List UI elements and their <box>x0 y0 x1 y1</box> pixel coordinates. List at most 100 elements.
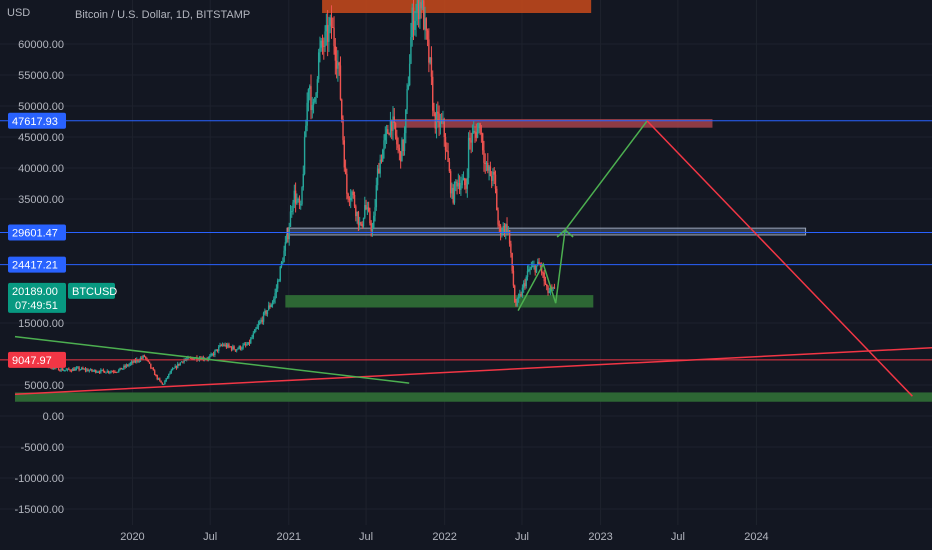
candle-body <box>401 139 403 162</box>
candle-body <box>180 361 183 363</box>
candle-body <box>516 298 518 306</box>
candle-body <box>529 268 531 270</box>
trendline[interactable] <box>14 347 932 396</box>
candle-body <box>339 65 342 100</box>
candle-body <box>283 250 285 263</box>
candle-body <box>530 267 533 269</box>
candle-body <box>119 367 121 370</box>
candle-body <box>310 86 312 111</box>
candle-body <box>385 129 388 134</box>
candle-body <box>52 367 55 369</box>
trendlines[interactable] <box>14 120 932 397</box>
candle-body <box>80 367 83 370</box>
horizontal-levels <box>0 120 932 361</box>
candle-body <box>79 369 82 371</box>
candle-body <box>324 31 326 47</box>
candle-body <box>189 357 192 359</box>
candle-body <box>548 291 551 293</box>
candle-body <box>77 367 79 369</box>
candle-body <box>166 377 169 379</box>
candle-body <box>307 89 310 103</box>
candle-body <box>212 353 215 356</box>
currency-label: USD <box>7 7 30 19</box>
candle-body <box>520 294 522 296</box>
candle-body <box>438 113 440 128</box>
y-tick-label: 40000.00 <box>18 163 64 175</box>
candle-body <box>507 230 510 233</box>
candle-body <box>62 370 65 372</box>
candle-body <box>279 266 281 281</box>
candle-body <box>467 137 470 178</box>
candle-body <box>229 346 231 348</box>
candle-body <box>505 224 507 234</box>
zone-support <box>285 295 594 308</box>
trendline[interactable] <box>14 335 410 384</box>
candle-body <box>469 137 471 141</box>
candle-body <box>428 39 430 63</box>
candle-body <box>105 372 107 374</box>
candle-body <box>394 123 397 136</box>
candle-body <box>155 375 157 377</box>
y-tick-label: 0.00 <box>43 411 64 423</box>
candle-body <box>73 368 75 371</box>
candle-body <box>361 224 363 227</box>
candle-body <box>498 224 501 226</box>
candle-body <box>343 140 345 168</box>
candle-body <box>480 132 483 134</box>
candle-body <box>341 99 343 119</box>
candle-body <box>417 0 420 20</box>
candle-body <box>61 368 64 371</box>
symbol-tag-bg <box>68 282 115 299</box>
candle-body <box>365 205 367 210</box>
level-tag-text: 29601.47 <box>12 227 58 239</box>
candle-body <box>216 349 219 351</box>
candle-body <box>237 348 239 350</box>
trendline[interactable] <box>517 120 648 311</box>
candle-body <box>347 193 349 199</box>
current-price-tag-bg <box>8 282 66 313</box>
candle-body <box>246 344 248 346</box>
candle-body <box>485 162 488 164</box>
candle-body <box>383 140 385 150</box>
candle-body <box>243 344 246 346</box>
candle-body <box>225 344 228 348</box>
candle-body <box>302 173 304 188</box>
candle-body <box>156 375 158 380</box>
candle-body <box>455 181 457 183</box>
candle-body <box>449 171 452 194</box>
x-axis: 2020 Jul 2021 Jul 2022 Jul 2023 Jul 2024 <box>120 531 768 543</box>
candle-body <box>182 361 184 363</box>
trendline[interactable] <box>646 120 913 397</box>
candle-body <box>133 359 135 363</box>
candle-body <box>115 372 117 374</box>
candle-body <box>344 167 347 174</box>
candle-body <box>228 344 230 347</box>
candle-body <box>489 166 492 177</box>
candle-body <box>376 168 379 186</box>
candle-body <box>106 370 108 373</box>
y-tick-label: -10000.00 <box>14 473 64 485</box>
candle-body <box>487 162 489 171</box>
candle-body <box>221 344 224 346</box>
candle-body <box>464 178 466 186</box>
candle-body <box>173 368 175 370</box>
candle-body <box>398 147 401 152</box>
candle-body <box>252 333 255 338</box>
candle-body <box>232 346 234 350</box>
candle-body <box>84 368 87 371</box>
candle-body <box>517 296 520 299</box>
candle-body <box>273 298 275 303</box>
candle-body <box>430 57 433 77</box>
candle-body <box>241 348 243 350</box>
candle-body <box>531 265 534 268</box>
candle-body <box>360 222 362 225</box>
candle-body <box>153 370 156 376</box>
grid <box>0 0 932 525</box>
candle-body <box>373 215 375 228</box>
candle-body <box>388 133 390 136</box>
candle-body <box>148 361 151 364</box>
candle-body <box>466 177 469 189</box>
candle-body <box>380 159 383 162</box>
